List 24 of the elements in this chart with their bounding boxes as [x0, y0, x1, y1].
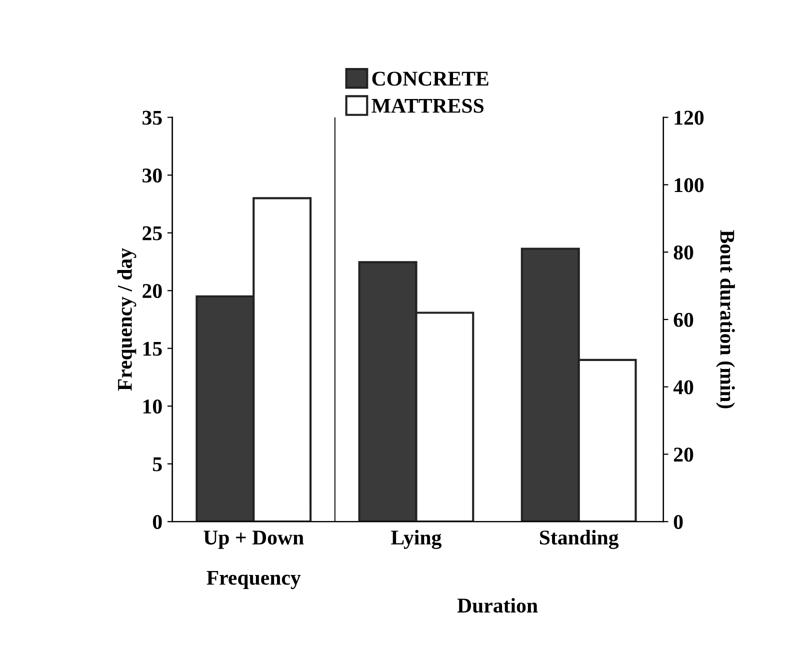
y-tick-label: 30: [142, 168, 162, 183]
y2-tick-label: 100: [674, 178, 704, 192]
y2-tick-label: 60: [674, 312, 694, 327]
y2-tick-label: 80: [674, 245, 694, 260]
y-tick-label: 5: [153, 457, 162, 472]
y-tick-label: 20: [142, 284, 162, 298]
y2-tick-label: 40: [673, 380, 694, 394]
x-tick-label: Lying: [391, 530, 442, 549]
y-tick-label: 25: [142, 226, 162, 240]
x-tick-label: Up + Down: [204, 530, 304, 549]
y2-tick-label: 0: [674, 514, 683, 530]
y-tick-label: 35: [142, 110, 162, 125]
y-tick-label: 0: [152, 514, 162, 530]
text: Duration: [457, 598, 538, 613]
y2-tick-label: 20: [674, 448, 694, 462]
y2-tick-label: 120: [674, 110, 704, 125]
y2-axis-title: Bout duration (min): [716, 230, 735, 408]
y-tick-label: 15: [143, 342, 162, 356]
y-tick-label: 10: [143, 399, 162, 414]
legend-label: CONCRETE: [372, 72, 488, 86]
x-tick-label: Standing: [540, 530, 619, 549]
y-axis-title: Frequency / day: [117, 248, 136, 391]
text: Frequency: [206, 570, 301, 590]
legend-label: MATTRESS: [372, 98, 484, 113]
